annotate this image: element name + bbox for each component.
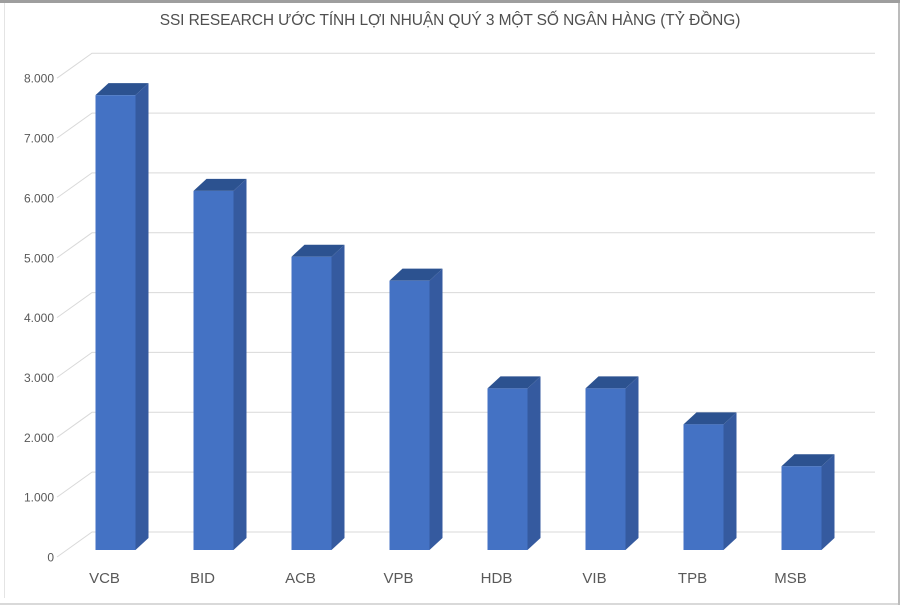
bar-front-face [291, 256, 332, 550]
bar-acb: ACB [285, 244, 345, 587]
bar-hdb: HDB [481, 376, 541, 587]
y-tick-label: 4.000 [24, 311, 54, 325]
y-tick-label: 5.000 [24, 251, 54, 265]
y-tick-label: 0 [47, 551, 54, 565]
gridline-3000 [56, 351, 875, 378]
bar-front-face [389, 280, 430, 550]
bar-vib: VIB [582, 376, 639, 587]
bar-top-face [291, 244, 345, 257]
bar-front-face [585, 388, 626, 550]
bar-vpb: VPB [383, 268, 443, 587]
gridline-4000 [56, 292, 875, 319]
x-category-label: BID [190, 570, 215, 587]
bar-msb: MSB [774, 454, 835, 587]
bar-tpb: TPB [678, 412, 737, 587]
x-category-label: VIB [582, 570, 606, 587]
bar-side-face [233, 178, 247, 550]
x-category-label: TPB [678, 570, 707, 587]
bar-side-face [331, 244, 345, 551]
y-tick-label: 2.000 [24, 431, 54, 445]
gridline-6000 [56, 172, 875, 199]
frame-edge-top [0, 0, 900, 3]
bar-top-face [95, 83, 149, 96]
bar-top-face [487, 376, 541, 389]
bar-top-face [683, 412, 737, 425]
x-category-label: MSB [774, 570, 807, 587]
bar-side-face [723, 412, 737, 550]
bar-front-face [487, 388, 528, 550]
x-category-label: ACB [285, 570, 316, 587]
bar-top-face [389, 268, 443, 281]
bar-vcb: VCB [89, 83, 149, 587]
x-category-label: VPB [383, 570, 413, 587]
gridline-0 [56, 531, 875, 558]
gridline-2000 [56, 411, 875, 438]
gridline-1000 [56, 471, 875, 498]
bar-side-face [527, 376, 541, 550]
bar-side-face [821, 454, 835, 550]
gridline-8000 [56, 52, 875, 79]
bar-front-face [95, 95, 136, 550]
chart-title: SSI RESEARCH ƯỚC TÍNH LỢI NHUẬN QUÝ 3 MỘ… [159, 12, 741, 29]
bar-front-face [683, 424, 724, 550]
bar-bid: BID [190, 178, 247, 587]
y-tick-label: 8.000 [24, 72, 54, 86]
y-tick-label: 1.000 [24, 491, 54, 505]
frame-edge-bottom [0, 603, 898, 605]
gridline-5000 [56, 232, 875, 259]
y-tick-label: 3.000 [24, 371, 54, 385]
bar-front-face [781, 466, 822, 550]
bar-top-face [781, 454, 835, 467]
gridline-7000 [56, 112, 875, 139]
y-tick-label: 7.000 [24, 132, 54, 146]
bar-front-face [193, 190, 234, 550]
frame-edge-left [4, 3, 5, 598]
bar-side-face [429, 268, 443, 550]
bar-side-face [135, 83, 149, 550]
bar-side-face [625, 376, 639, 550]
y-tick-label: 6.000 [24, 191, 54, 205]
bar-top-face [585, 376, 639, 389]
bar-top-face [193, 178, 247, 191]
x-category-label: HDB [481, 570, 513, 587]
frame-edge-right [898, 3, 900, 605]
x-category-label: VCB [89, 570, 120, 587]
